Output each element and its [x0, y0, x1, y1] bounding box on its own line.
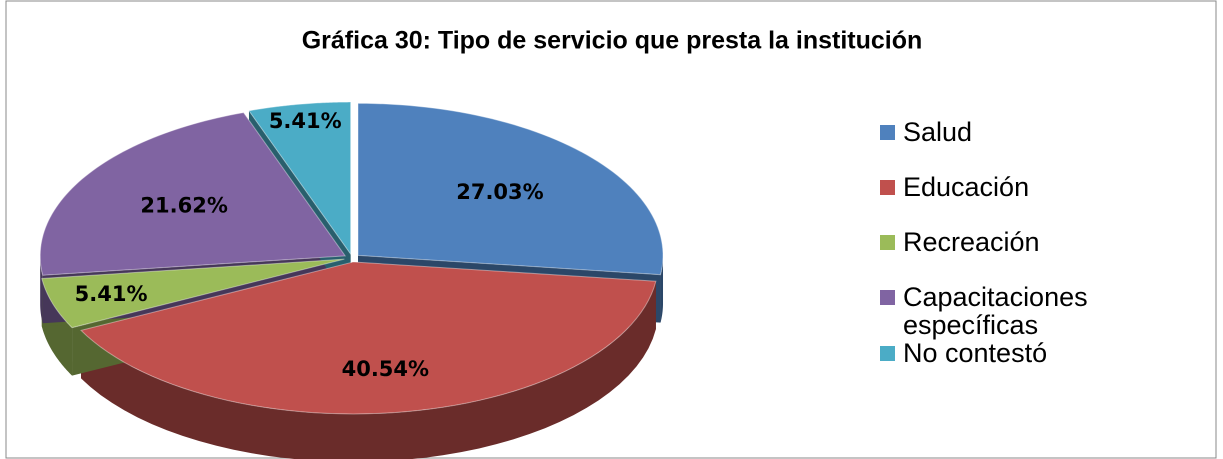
- legend-item: Educación: [880, 173, 1130, 201]
- legend-label: Capacitaciones específicas: [903, 282, 1088, 340]
- slice-side: [660, 255, 664, 323]
- legend-swatch: [880, 346, 895, 361]
- legend-item: No contestó: [880, 339, 1130, 367]
- slice-side: [81, 281, 656, 459]
- legend-label: Recreación: [903, 227, 1040, 257]
- legend-item: Salud: [880, 118, 1130, 146]
- data-label: 5.41%: [75, 282, 148, 306]
- slice: [248, 101, 352, 256]
- legend-label: No contestó: [903, 338, 1048, 368]
- data-label: 5.41%: [269, 109, 342, 133]
- chart-title: Gráfica 30: Tipo de servicio que presta …: [302, 27, 923, 55]
- slice: [39, 112, 347, 276]
- slice: [41, 258, 345, 329]
- legend-item: Recreación: [880, 228, 1130, 256]
- slice: [80, 261, 657, 415]
- legend-swatch: [880, 235, 895, 250]
- data-label: 40.54%: [342, 357, 429, 381]
- legend-item: Capacitaciones específicas: [880, 283, 1130, 339]
- legend-label: Salud: [903, 117, 973, 147]
- legend-swatch: [880, 290, 895, 305]
- slice-side: [40, 255, 43, 324]
- legend-swatch: [880, 180, 895, 195]
- legend-swatch: [880, 125, 895, 140]
- slice: [357, 102, 664, 276]
- legend-label: Educación: [903, 172, 1030, 202]
- data-label: 21.62%: [140, 194, 227, 218]
- legend: Salud Educación Recreación Capacitaciones e…: [880, 118, 1130, 394]
- data-label: 27.03%: [456, 180, 543, 204]
